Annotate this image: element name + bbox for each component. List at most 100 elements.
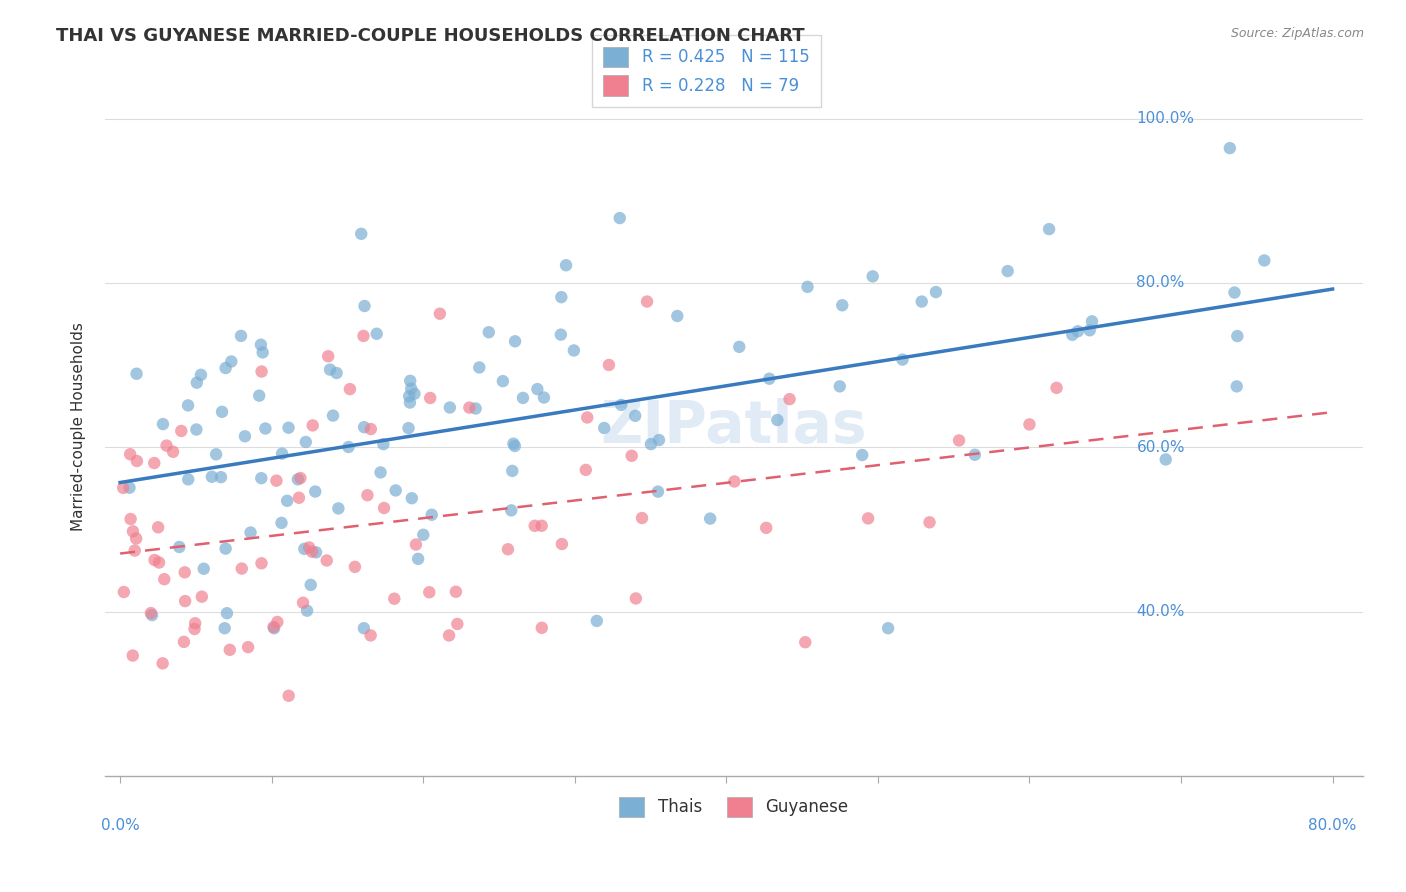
Text: 0.0%: 0.0% [101, 818, 139, 833]
Guyanese [437, 628, 460, 642]
Guyanese [429, 307, 451, 321]
Thais [503, 439, 526, 453]
Thais [169, 540, 191, 554]
Guyanese [170, 424, 193, 438]
Guyanese [112, 481, 135, 495]
Guyanese [125, 454, 148, 468]
Thais [1067, 324, 1090, 338]
Thais [337, 440, 360, 454]
Thais [512, 391, 534, 405]
Guyanese [779, 392, 801, 406]
Guyanese [191, 590, 214, 604]
Thais [766, 413, 789, 427]
Guyanese [620, 449, 643, 463]
Thais [555, 258, 578, 272]
Thais [118, 481, 141, 495]
Thais [1038, 222, 1060, 236]
Text: 80.0%: 80.0% [1136, 276, 1185, 291]
Thais [353, 420, 375, 434]
Thais [492, 374, 515, 388]
Thais [478, 325, 501, 339]
Thais [322, 409, 344, 423]
Thais [353, 299, 375, 313]
Guyanese [794, 635, 817, 649]
Thais [648, 433, 671, 447]
Thais [1219, 141, 1241, 155]
Thais [325, 366, 347, 380]
Thais [250, 337, 273, 351]
Guyanese [153, 572, 176, 586]
Guyanese [343, 560, 366, 574]
Thais [201, 469, 224, 483]
Thais [420, 508, 443, 522]
Thais [254, 421, 277, 435]
Guyanese [124, 543, 146, 558]
Thais [205, 447, 228, 461]
Thais [526, 382, 548, 396]
Guyanese [292, 596, 315, 610]
Thais [252, 345, 274, 359]
Guyanese [1045, 381, 1067, 395]
Thais [141, 608, 163, 623]
Thais [373, 437, 395, 451]
Thais [328, 501, 350, 516]
Guyanese [152, 657, 174, 671]
Thais [177, 398, 200, 412]
Guyanese [918, 516, 941, 530]
Guyanese [155, 439, 177, 453]
Thais [250, 471, 273, 485]
Thais [239, 525, 262, 540]
Thais [209, 470, 232, 484]
Thais [609, 211, 631, 225]
Thais [125, 367, 148, 381]
Thais [501, 503, 523, 517]
Guyanese [263, 620, 285, 634]
Thais [353, 621, 375, 635]
Guyanese [298, 541, 321, 555]
Guyanese [120, 447, 142, 461]
Guyanese [162, 445, 184, 459]
Thais [398, 421, 420, 435]
Guyanese [360, 628, 382, 642]
Thais [186, 376, 208, 390]
Thais [263, 621, 285, 635]
Thais [190, 368, 212, 382]
Guyanese [1018, 417, 1040, 432]
Thais [270, 516, 292, 530]
Thais [911, 294, 934, 309]
Thais [214, 361, 236, 376]
Guyanese [112, 585, 135, 599]
Thais [299, 578, 322, 592]
Thais [295, 604, 318, 618]
Thais [221, 354, 243, 368]
Thais [276, 493, 298, 508]
Thais [233, 429, 256, 443]
Guyanese [360, 422, 382, 436]
Guyanese [405, 537, 427, 551]
Thais [399, 382, 422, 396]
Thais [1081, 314, 1104, 328]
Thais [370, 466, 392, 480]
Thais [891, 352, 914, 367]
Thais [464, 401, 486, 416]
Thais [439, 401, 461, 415]
Guyanese [458, 401, 481, 415]
Guyanese [316, 349, 339, 363]
Thais [796, 280, 818, 294]
Thais [1078, 323, 1101, 337]
Thais [468, 360, 491, 375]
Thais [550, 327, 572, 342]
Thais [699, 511, 721, 525]
Text: 100.0%: 100.0% [1136, 111, 1195, 126]
Guyanese [125, 532, 148, 546]
Thais [585, 614, 607, 628]
Thais [406, 552, 429, 566]
Thais [399, 374, 422, 388]
Guyanese [575, 463, 598, 477]
Guyanese [356, 488, 378, 502]
Guyanese [624, 591, 647, 606]
Thais [398, 389, 420, 403]
Thais [211, 405, 233, 419]
Guyanese [121, 648, 143, 663]
Thais [186, 423, 208, 437]
